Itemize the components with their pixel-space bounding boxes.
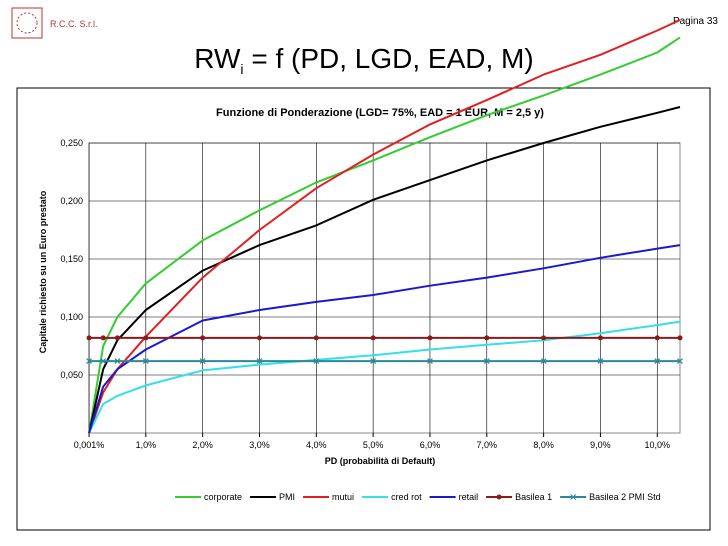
marker: [313, 358, 320, 365]
marker: [256, 335, 262, 341]
logo-box: [11, 7, 43, 39]
marker: [541, 335, 547, 341]
title-rest: = f (PD, LGD, EAD, M): [244, 43, 534, 74]
x-tick-label: 7,0%: [477, 440, 498, 450]
x-tick-label: 6,0%: [420, 440, 441, 450]
x-tick-label: 3,0%: [249, 440, 270, 450]
marker: [597, 335, 603, 341]
x-tick-label: 4,0%: [306, 440, 327, 450]
slide-title: RWi = f (PD, LGD, EAD, M): [194, 43, 533, 77]
y-tick-label: 0,200: [60, 196, 83, 206]
x-tick-label: 8,0%: [533, 440, 554, 450]
y-tick-label: 0,100: [60, 312, 83, 322]
marker: [142, 358, 149, 365]
marker: [677, 335, 683, 341]
y-axis-label: Capitale richiesto su un Euro prestato: [38, 190, 48, 353]
chart-frame: [16, 87, 711, 531]
x-tick-label: 10,0%: [645, 440, 671, 450]
x-tick-label: 9,0%: [590, 440, 611, 450]
legend-label: Basilea 1: [515, 492, 552, 502]
marker: [370, 358, 377, 365]
series-line: [88, 320, 681, 434]
title-sub: i: [240, 61, 243, 77]
marker: [654, 358, 661, 365]
logo-text: R.C.C. S.r.l.: [50, 19, 98, 29]
marker: [199, 358, 206, 365]
x-tick-label: 5,0%: [363, 440, 384, 450]
y-tick-label: 0,250: [60, 138, 83, 148]
marker: [100, 335, 106, 341]
marker: [540, 358, 547, 365]
series-line: [88, 19, 681, 434]
marker: [114, 335, 120, 341]
marker: [86, 335, 92, 341]
marker: [200, 335, 206, 341]
marker: [114, 358, 121, 365]
marker: [427, 335, 433, 341]
legend-label: corporate: [204, 492, 242, 502]
marker: [654, 335, 660, 341]
legend-label: retail: [459, 492, 479, 502]
series-line: [88, 244, 681, 434]
page-number: Pagina 33: [673, 16, 718, 27]
legend-label: PMI: [279, 492, 295, 502]
marker: [427, 358, 433, 365]
legend-label: cred rot: [391, 492, 422, 502]
title-main: RW: [194, 43, 241, 74]
marker: [100, 358, 107, 365]
x-tick-label: 0,001%: [74, 440, 105, 450]
y-tick-label: 0,150: [60, 254, 83, 264]
legend-label: Basilea 2 PMI Std: [589, 492, 661, 502]
marker: [256, 358, 263, 365]
legend-label: mutui: [332, 492, 354, 502]
x-tick-label: 1,0%: [136, 440, 157, 450]
y-tick-label: 0,050: [60, 370, 83, 380]
x-axis-label: PD (probabilità di Default): [325, 456, 436, 466]
marker: [86, 358, 92, 365]
series-line: [88, 106, 681, 434]
marker: [496, 494, 502, 500]
marker: [570, 494, 577, 500]
marker: [597, 358, 604, 365]
marker: [370, 335, 376, 341]
marker: [143, 335, 149, 341]
logo-icon: [16, 12, 38, 34]
x-tick-label: 2,0%: [192, 440, 213, 450]
marker: [483, 358, 490, 365]
marker: [313, 335, 319, 341]
marker: [484, 335, 490, 341]
marker: [677, 358, 683, 365]
